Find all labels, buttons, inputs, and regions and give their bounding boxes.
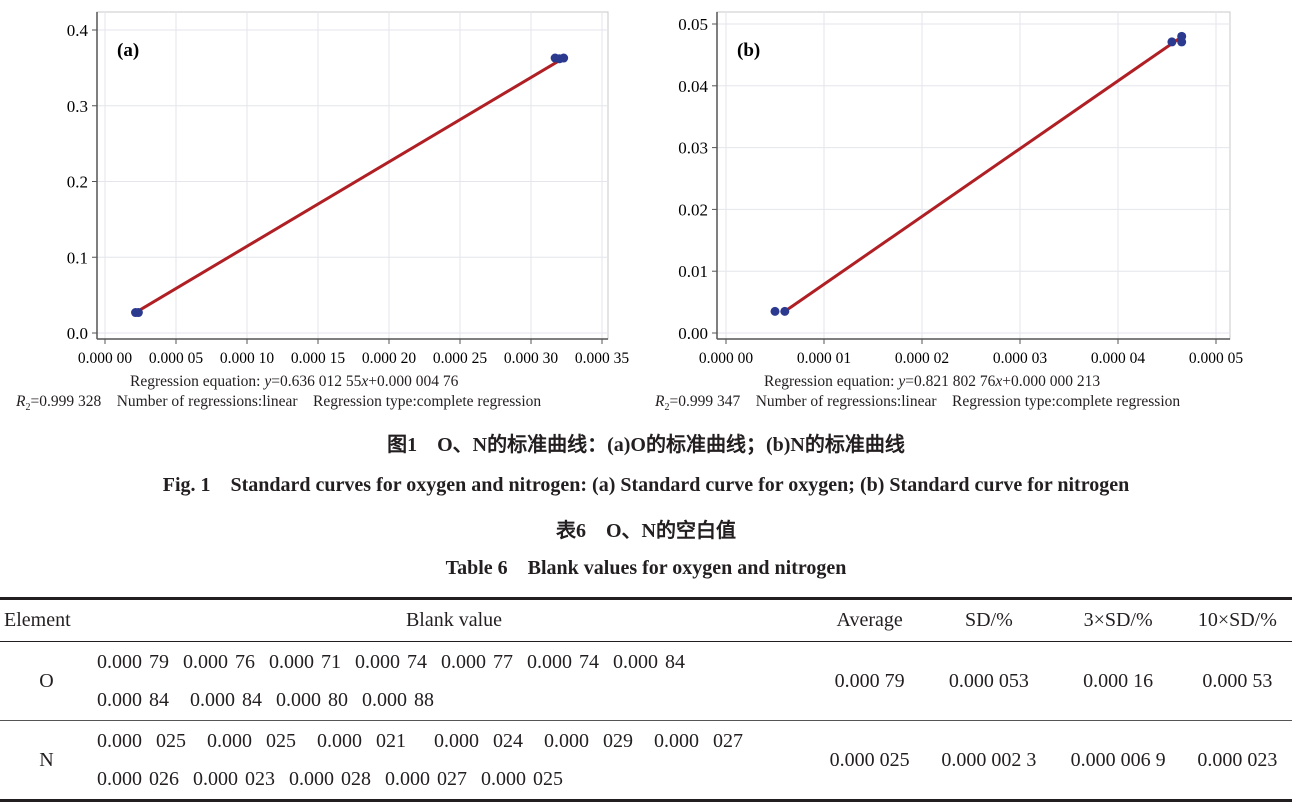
figure-caption-en: Fig. 1 Standard curves for oxygen and ni… — [162, 474, 1130, 496]
cell-blank-values: 0.000 79 0.000 76 0.000 71 0.000 74 0.00… — [93, 641, 815, 721]
header-element: Element — [0, 597, 93, 642]
data-point — [133, 308, 143, 318]
reg-intercept: +0.000 004 76 — [368, 373, 459, 390]
data-point — [770, 306, 780, 316]
cell-10sd: 0.000 53 — [1182, 641, 1292, 721]
data-point — [780, 306, 790, 316]
cell-average: 0.000 025 — [815, 720, 925, 802]
table-caption-cn: 表6 O、N的空白值 — [556, 520, 736, 542]
header-10sd: 10×SD/% — [1182, 597, 1292, 642]
cell-sd: 0.000 002 3 — [924, 720, 1054, 802]
y-tick-label: 0.05 — [678, 15, 708, 34]
number-of-regressions: Number of regressions:linear — [116, 393, 298, 410]
r2-value: =0.999 328 — [30, 393, 102, 410]
reg-prefix: Regression equation: — [764, 373, 899, 390]
chart-a-oxygen-standard-curve: 0.000 00 0.000 05 0.000 10 0.000 15 0.000 20… — [67, 11, 630, 367]
header-blank-value: Blank value — [93, 597, 815, 642]
reg-prefix: Regression equation: — [130, 373, 265, 390]
table-caption-en: Table 6 Blank values for oxygen and nitr… — [445, 557, 847, 579]
regression-equation-b: Regression equation: y=0.821 802 76x+0.0… — [764, 373, 1100, 391]
regression-type: Regression type:complete regression — [313, 393, 542, 410]
cell-sd: 0.000 053 — [924, 641, 1054, 721]
x-tick-label: 0.000 00 — [699, 350, 754, 367]
r2-symbol: R — [16, 393, 26, 410]
reg-intercept: +0.000 000 213 — [1002, 373, 1101, 390]
r2-sub: 2 — [664, 402, 670, 414]
reg-coef: =0.636 012 55 — [271, 373, 362, 390]
chart-b-nitrogen-standard-curve: 0.000 00 0.000 01 0.000 02 0.000 03 0.000 04… — [678, 11, 1244, 367]
y-tick-label: 0.01 — [678, 262, 708, 281]
x-tick-label: 0.000 00 — [78, 350, 133, 367]
x-tick-label: 0.000 25 — [433, 350, 488, 367]
panel-label: (b) — [737, 40, 760, 61]
header-3sd: 3×SD/% — [1053, 597, 1183, 642]
y-tick-label: 0.1 — [67, 248, 88, 267]
x-tick-label: 0.000 10 — [220, 350, 275, 367]
table-header-row: Element Blank value Average SD/% 3×SD/% … — [0, 597, 1292, 642]
reg-coef: =0.821 802 76 — [905, 373, 996, 390]
x-tick-label: 0.000 03 — [993, 350, 1048, 367]
blank-line-2: 0.000 84 0.000 84 0.000 80 0.000 88 — [97, 689, 434, 711]
x-tick-label: 0.000 01 — [797, 350, 851, 367]
data-point — [1177, 37, 1187, 47]
panel-label: (a) — [117, 40, 139, 61]
reg-x: x — [361, 373, 369, 390]
reg-x: x — [995, 373, 1003, 390]
y-tick-label: 0.00 — [678, 324, 708, 343]
reg-y: y — [264, 373, 272, 390]
figure-caption-cn: 图1 O、N的标准曲线：(a)O的标准曲线；(b)N的标准曲线 — [387, 434, 905, 456]
x-tick-label: 0.000 30 — [504, 350, 559, 367]
x-tick-label: 0.000 20 — [362, 350, 417, 367]
y-tick-label: 0.04 — [678, 77, 708, 96]
regression-info-b: R2=0.999 347 Number of regressions:linea… — [655, 393, 1180, 413]
header-sd: SD/% — [924, 597, 1054, 642]
cell-element: O — [0, 641, 93, 721]
data-point — [1167, 37, 1177, 47]
x-tick-label: 0.000 02 — [895, 350, 949, 367]
cell-element: N — [0, 720, 93, 802]
cell-10sd: 0.000 023 — [1182, 720, 1292, 802]
regression-info-a: R2=0.999 328 Number of regressions:linea… — [16, 393, 541, 413]
regression-equation-a: Regression equation: y=0.636 012 55x+0.0… — [130, 373, 458, 391]
plot-area — [716, 11, 1231, 340]
cell-average: 0.000 79 — [815, 641, 925, 721]
y-tick-label: 0.0 — [67, 324, 88, 343]
blank-line-1: 0.000 79 0.000 76 0.000 71 0.000 74 0.00… — [97, 651, 685, 673]
x-tick-label: 0.000 05 — [149, 350, 204, 367]
blank-values-table: Element Blank value Average SD/% 3×SD/% … — [0, 597, 1292, 802]
regression-type: Regression type:complete regression — [952, 393, 1181, 410]
y-tick-label: 0.02 — [678, 200, 708, 219]
y-tick-label: 0.2 — [67, 173, 88, 192]
y-tick-label: 0.03 — [678, 139, 708, 158]
data-point — [559, 53, 569, 63]
cell-blank-values: 0.000 025 0.000 025 0.000 021 0.000 024 … — [93, 720, 815, 802]
cell-3sd: 0.000 16 — [1053, 641, 1183, 721]
regression-line — [783, 37, 1180, 313]
y-tick-label: 0.4 — [67, 21, 89, 40]
y-tick-label: 0.3 — [67, 97, 88, 116]
table-row: O 0.000 79 0.000 76 0.000 71 0.000 74 0.… — [0, 641, 1292, 721]
blank-line-2: 0.000 026 0.000 023 0.000 028 0.000 027 … — [97, 768, 563, 790]
reg-y: y — [898, 373, 906, 390]
number-of-regressions: Number of regressions:linear — [755, 393, 937, 410]
r2-value: =0.999 347 — [669, 393, 741, 410]
x-tick-label: 0.000 35 — [575, 350, 630, 367]
x-tick-label: 0.000 04 — [1091, 350, 1146, 367]
x-tick-label: 0.000 15 — [291, 350, 346, 367]
table-row: N 0.000 025 0.000 025 0.000 021 0.000 02… — [0, 720, 1292, 802]
header-average: Average — [815, 597, 925, 642]
regression-line — [134, 56, 565, 314]
r2-sub: 2 — [25, 402, 31, 414]
x-tick-label: 0.000 05 — [1189, 350, 1244, 367]
blank-line-1: 0.000 025 0.000 025 0.000 021 0.000 024 … — [97, 730, 743, 752]
r2-symbol: R — [655, 393, 665, 410]
cell-3sd: 0.000 006 9 — [1053, 720, 1183, 802]
